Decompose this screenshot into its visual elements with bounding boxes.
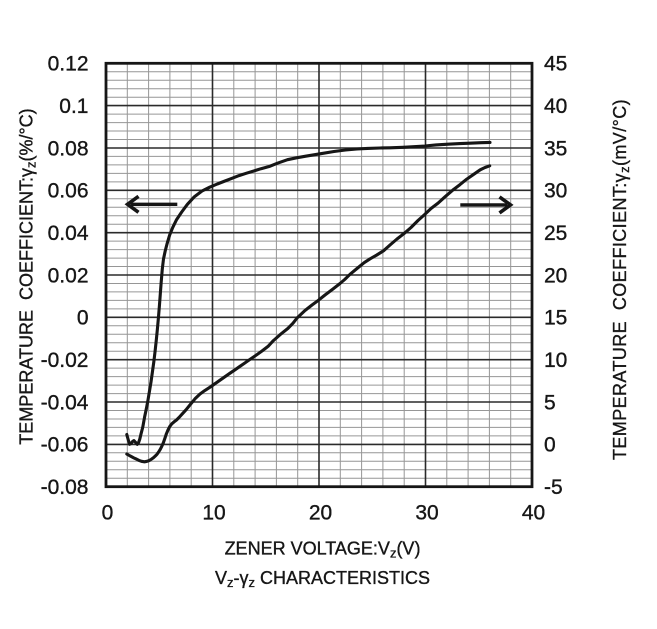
- svg-text:20: 20: [309, 502, 332, 525]
- svg-text:0: 0: [544, 434, 556, 457]
- svg-text:0.02: 0.02: [48, 264, 89, 287]
- svg-text:ZENER VOLTAGE:Vz(V): ZENER VOLTAGE:Vz(V): [225, 539, 421, 561]
- svg-text:10: 10: [202, 502, 225, 525]
- svg-text:5: 5: [544, 391, 556, 414]
- svg-text:20: 20: [544, 264, 567, 287]
- svg-text:40: 40: [544, 95, 567, 118]
- svg-text:15: 15: [544, 307, 567, 330]
- svg-text:TEMPERATURE COEFFICIENT:γz(mV: TEMPERATURE COEFFICIENT:γz(mV/°C): [610, 99, 632, 460]
- svg-text:10: 10: [544, 349, 567, 372]
- svg-text:0.12: 0.12: [48, 53, 89, 76]
- svg-text:0.1: 0.1: [59, 95, 88, 118]
- svg-text:0: 0: [102, 502, 114, 525]
- svg-text:35: 35: [544, 137, 567, 160]
- svg-text:30: 30: [415, 502, 438, 525]
- svg-text:45: 45: [544, 53, 567, 76]
- svg-text:-0.04: -0.04: [41, 391, 89, 414]
- svg-text:Vz-γz CHARACTERISTICS: Vz-γz CHARACTERISTICS: [215, 568, 430, 590]
- svg-text:-0.06: -0.06: [41, 434, 89, 457]
- svg-text:-0.02: -0.02: [41, 349, 89, 372]
- svg-text:0.04: 0.04: [48, 222, 89, 245]
- svg-text:-5: -5: [544, 476, 563, 499]
- svg-text:TEMPERATURE COEFFICIENT:γz(%/: TEMPERATURE COEFFICIENT:γz(%/°C): [17, 108, 39, 444]
- svg-text:-0.08: -0.08: [41, 476, 89, 499]
- svg-text:0.06: 0.06: [48, 180, 89, 203]
- svg-text:0.08: 0.08: [48, 137, 89, 160]
- svg-text:40: 40: [522, 502, 545, 525]
- svg-text:0: 0: [77, 307, 89, 330]
- svg-text:25: 25: [544, 222, 567, 245]
- svg-text:30: 30: [544, 180, 567, 203]
